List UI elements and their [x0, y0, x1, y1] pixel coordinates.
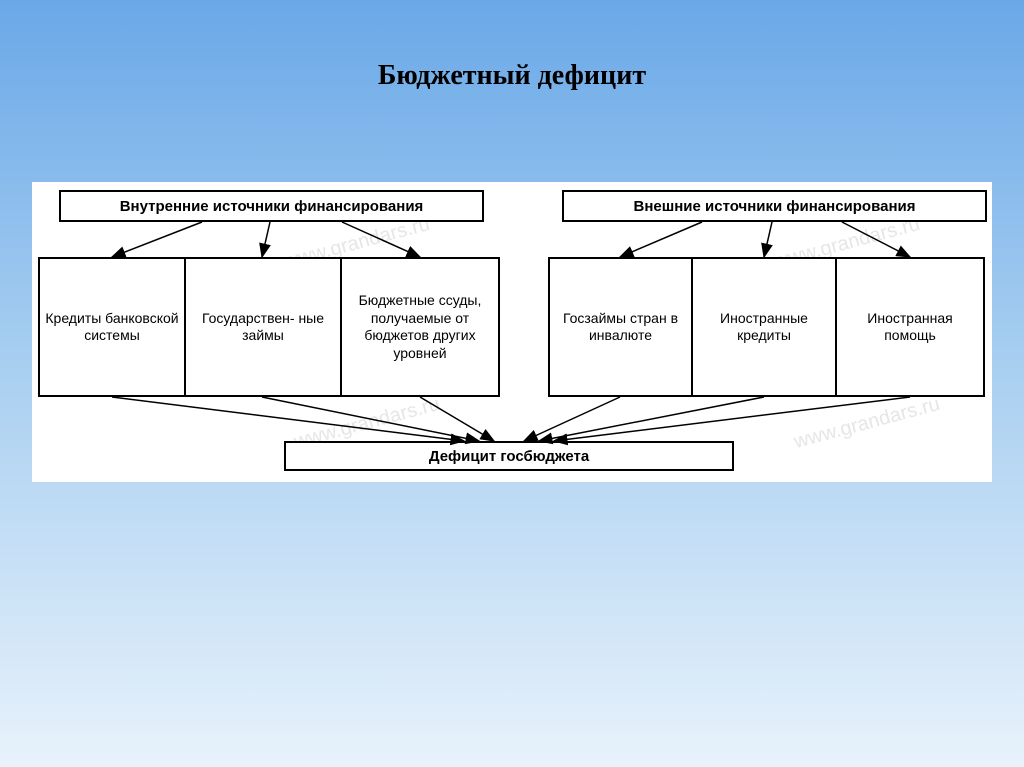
header-external-sources: Внешние источники финансирования	[562, 190, 987, 222]
box-foreign-credits: Иностранные кредиты	[691, 257, 837, 397]
box-foreign-aid: Иностранная помощь	[835, 257, 985, 397]
box-foreign-gov-loans: Госзаймы стран в инвалюте	[548, 257, 693, 397]
box-budget-loans: Бюджетные ссуды, получаемые от бюджетов …	[340, 257, 500, 397]
diagram-container: www.grandars.ru www.grandars.ru www.gran…	[32, 182, 992, 482]
box-bank-credits: Кредиты банковской системы	[38, 257, 186, 397]
watermark: www.grandars.ru	[792, 393, 943, 454]
header-internal-sources: Внутренние источники финансирования	[59, 190, 484, 222]
slide-title: Бюджетный дефицит	[0, 0, 1024, 92]
box-gov-loans: Государствен- ные займы	[184, 257, 342, 397]
box-budget-deficit: Дефицит госбюджета	[284, 441, 734, 471]
